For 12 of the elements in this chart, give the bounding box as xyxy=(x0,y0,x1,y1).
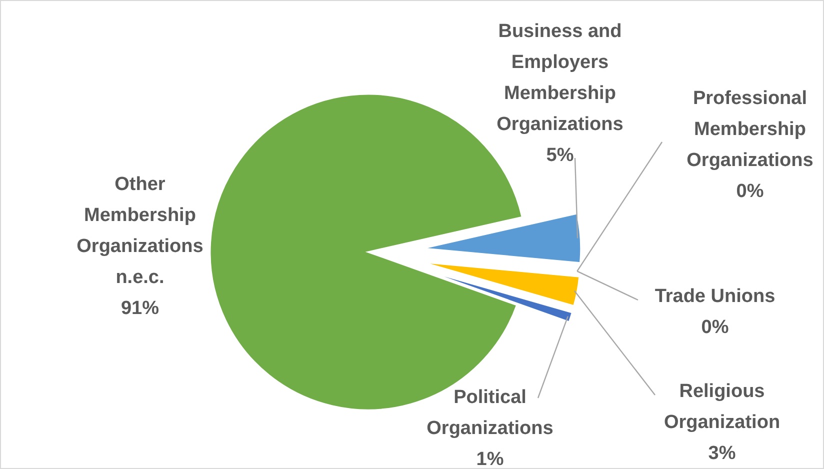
text: 0% xyxy=(701,317,729,338)
data-label: 1% xyxy=(476,449,504,469)
slice-label: Religious Organization xyxy=(664,381,780,433)
slice-label: Political Organizations xyxy=(426,387,554,439)
data-label: 91% xyxy=(120,298,160,319)
text: 0% xyxy=(736,181,764,202)
data-label: 3% xyxy=(708,443,736,464)
slice-label: Business and Employers Membership Organizations xyxy=(496,21,624,135)
data-label: 5% xyxy=(546,145,574,166)
slice-label: Other Membership Organizations n.e.c. xyxy=(76,174,204,288)
legend-label: Trade Unions xyxy=(654,286,776,307)
category-label: Professional Membership Organizations xyxy=(686,88,814,171)
